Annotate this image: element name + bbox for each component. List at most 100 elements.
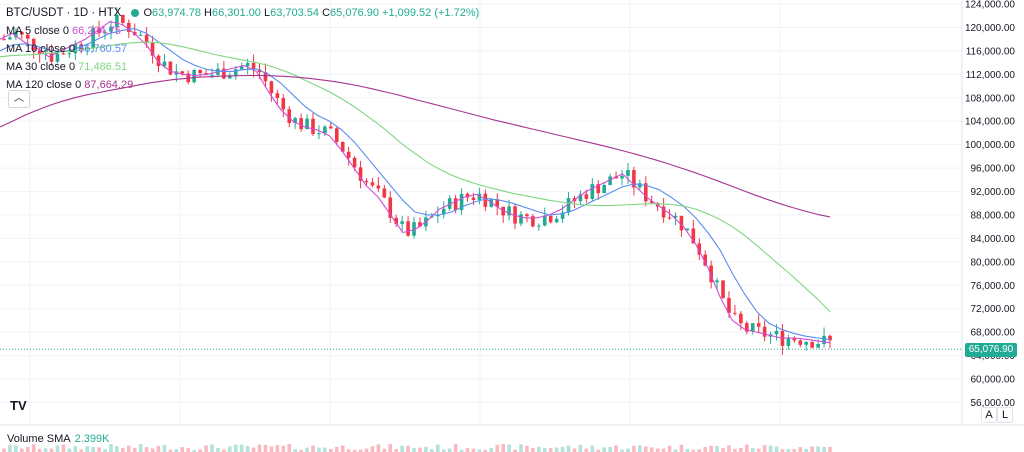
- candle-body: [168, 61, 173, 75]
- candle-body: [608, 176, 612, 186]
- volume-bar: [293, 448, 297, 452]
- candle-body: [8, 37, 12, 40]
- volume-bar: [245, 445, 250, 452]
- volume-bar: [632, 445, 636, 452]
- volume-bar: [287, 444, 292, 452]
- volume-bar: [626, 448, 630, 452]
- volume-bar: [638, 445, 642, 452]
- candle-body: [210, 74, 214, 76]
- candle-body: [804, 342, 809, 345]
- y-tick-label: 88,000.00: [971, 210, 1016, 221]
- volume-bar: [14, 445, 18, 452]
- volume-bar: [435, 444, 440, 452]
- candle-body: [352, 157, 357, 168]
- candle-body: [61, 53, 66, 55]
- volume-bar: [745, 444, 749, 452]
- candle-body: [388, 197, 393, 218]
- volume-bar: [37, 448, 42, 452]
- volume-bar: [400, 445, 404, 452]
- candle-body: [358, 167, 363, 181]
- candle-body: [816, 343, 820, 348]
- volume-bar: [614, 445, 618, 452]
- volume-bar: [198, 449, 202, 452]
- volume-bar: [495, 444, 500, 452]
- volume-bar: [501, 444, 505, 452]
- volume-bar: [572, 448, 577, 452]
- candle-body: [566, 198, 571, 213]
- volume-bar: [739, 447, 743, 452]
- volume-bar: [703, 447, 708, 452]
- volume-bar: [774, 446, 779, 452]
- candle-body: [228, 75, 232, 79]
- candle-body: [756, 323, 761, 327]
- candle-body: [192, 69, 196, 83]
- candle-body: [554, 218, 559, 223]
- volume-bar: [174, 449, 179, 452]
- log-scale-button[interactable]: L: [997, 407, 1013, 423]
- volume-bar: [750, 448, 755, 452]
- volume-bar: [560, 446, 565, 452]
- volume-bar: [477, 449, 482, 452]
- volume-bar: [525, 445, 529, 452]
- volume-bar: [91, 447, 95, 452]
- candle-body: [346, 151, 351, 158]
- volume-bar: [115, 446, 119, 452]
- candle-body: [370, 182, 375, 186]
- volume-bar: [566, 445, 571, 452]
- volume-bar: [43, 448, 48, 452]
- volume-bar: [822, 446, 826, 452]
- candle-body: [245, 63, 250, 67]
- volume-bar: [25, 447, 30, 452]
- volume-bar: [810, 446, 814, 452]
- candle-body: [97, 28, 101, 33]
- volume-bar: [370, 446, 375, 452]
- volume-bar: [602, 447, 606, 452]
- volume-bar: [109, 444, 113, 452]
- candle-body: [471, 197, 476, 200]
- volume-bar: [620, 449, 624, 452]
- volume-bar: [192, 449, 196, 452]
- volume-bar: [329, 449, 333, 452]
- volume-bar: [204, 445, 208, 452]
- candle-body: [525, 214, 529, 217]
- candle-body: [477, 193, 482, 200]
- collapse-legend-button[interactable]: ︿: [8, 90, 30, 108]
- y-tick-label: 84,000.00: [971, 234, 1016, 245]
- candlestick-series: [2, 7, 832, 355]
- volume-bar: [97, 447, 101, 452]
- volume-bar: [73, 446, 78, 452]
- volume-bar: [346, 449, 351, 452]
- tradingview-logo-icon[interactable]: TV: [10, 398, 27, 413]
- volume-bar: [762, 445, 767, 452]
- volume-bar: [376, 444, 381, 452]
- candle-body: [91, 28, 95, 48]
- auto-scale-button[interactable]: A: [981, 407, 997, 423]
- volume-bar: [430, 449, 434, 452]
- candle-body: [311, 118, 315, 134]
- candle-body: [2, 39, 6, 41]
- volume-bar: [186, 448, 191, 452]
- volume-bar: [132, 447, 137, 452]
- ma-line: [0, 28, 831, 340]
- candle-body: [323, 126, 327, 134]
- volume-bar: [727, 445, 731, 452]
- volume-bar: [180, 447, 185, 452]
- volume-bar: [489, 448, 494, 452]
- volume-value: 2.399K: [74, 433, 110, 445]
- y-tick-label: 80,000.00: [971, 257, 1016, 268]
- volume-bar: [412, 447, 416, 452]
- volume-bar: [554, 447, 559, 452]
- candle-body: [507, 206, 511, 216]
- volume-bar: [507, 444, 511, 452]
- candle-body: [709, 265, 713, 283]
- candle-body: [638, 183, 642, 188]
- candle-body: [745, 323, 749, 332]
- candle-body: [281, 98, 286, 110]
- candle-body: [334, 128, 339, 142]
- price-axis[interactable]: 124,000.00 120,000.00 116,000.00 112,000.00…: [965, 0, 1015, 409]
- candle-body: [620, 175, 624, 179]
- volume-bar: [673, 449, 678, 452]
- volume-bar: [447, 448, 452, 452]
- y-tick-label: 100,000.00: [965, 140, 1015, 151]
